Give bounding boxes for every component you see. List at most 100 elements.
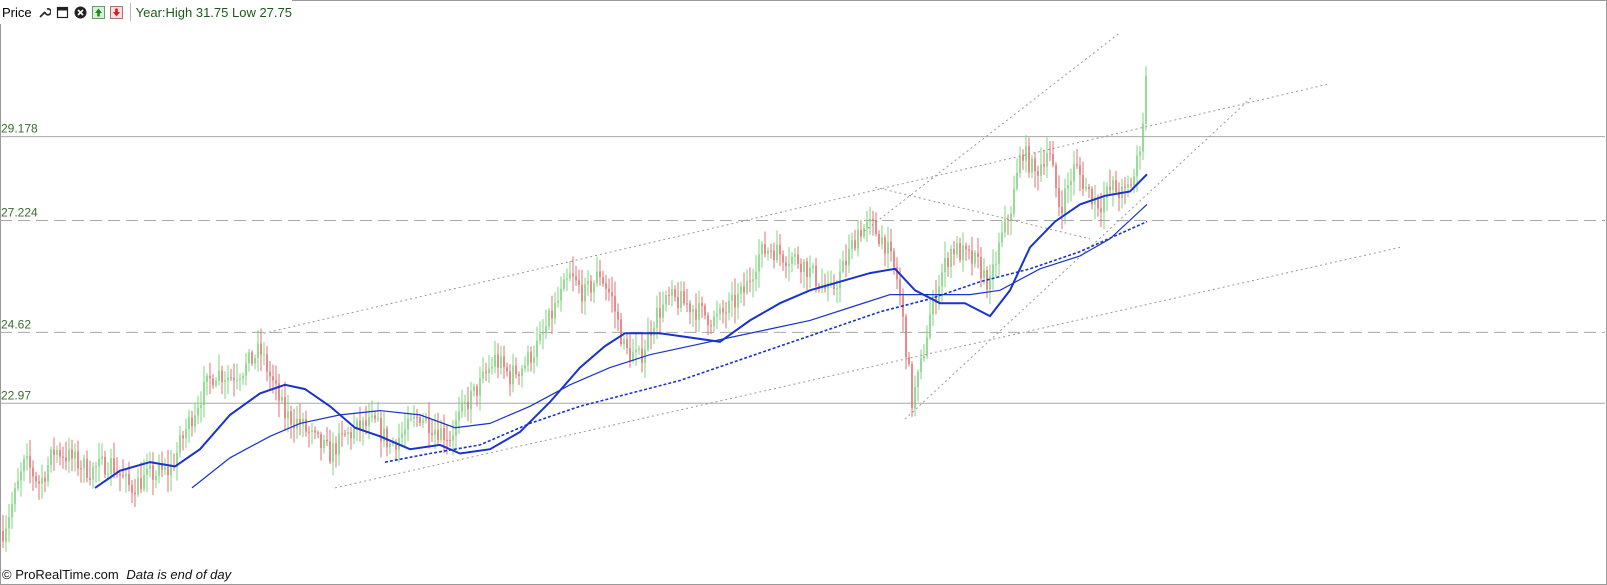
candle (377, 401, 379, 422)
candle (98, 443, 100, 482)
candle (1142, 112, 1144, 161)
candle-body (146, 468, 148, 475)
candle (383, 411, 385, 448)
toolbar-separator (129, 3, 131, 21)
candle-body (725, 312, 727, 314)
candle (929, 298, 931, 340)
candle (605, 274, 607, 301)
candle-body (845, 260, 847, 266)
chart-toolbar: Price Year:High 31.75 Low 27.75 (0, 0, 292, 24)
candle (107, 462, 109, 481)
candle-body (593, 283, 595, 293)
candle (881, 225, 883, 250)
candle-body (335, 443, 337, 455)
candle (812, 262, 814, 274)
candle-body (704, 305, 706, 316)
candle-body (422, 420, 424, 423)
candle (275, 365, 277, 401)
candle (593, 280, 595, 304)
candle (512, 353, 514, 393)
window-icon[interactable] (56, 5, 70, 19)
candle (908, 351, 910, 367)
candle-body (491, 366, 493, 369)
candle-body (869, 218, 871, 222)
candle (206, 373, 208, 396)
candle-body (104, 456, 106, 475)
candle (1016, 158, 1018, 192)
candle (185, 418, 187, 449)
candle-body (482, 371, 484, 379)
candle (692, 305, 694, 327)
candle (83, 454, 85, 483)
candle (11, 491, 13, 530)
candle-body (1004, 218, 1006, 233)
candle-body (230, 377, 232, 379)
candle-body (410, 418, 412, 420)
close-icon[interactable] (74, 5, 88, 19)
candle-body (23, 458, 25, 472)
candle-body (638, 348, 640, 350)
candle-body (947, 257, 949, 268)
candle-body (179, 435, 181, 453)
candle-body (17, 480, 19, 489)
candle (167, 449, 169, 493)
moving-average-1 (191, 203, 1148, 489)
candle (1112, 175, 1114, 207)
candle (251, 350, 253, 366)
candle-body (581, 284, 583, 302)
candle (1073, 150, 1075, 196)
candle (239, 373, 241, 391)
scroll-up-icon[interactable] (92, 5, 106, 19)
candle (278, 373, 280, 418)
candle (548, 307, 550, 331)
candle-body (203, 381, 205, 406)
candle (878, 230, 880, 247)
candle-body (839, 271, 841, 289)
candle (137, 468, 139, 497)
scroll-down-icon[interactable] (110, 5, 124, 19)
candle (770, 243, 772, 259)
candle (491, 357, 493, 375)
candle (515, 357, 517, 379)
candle-body (728, 300, 730, 313)
candle-body (686, 303, 688, 305)
candle (698, 290, 700, 333)
candle-body (353, 428, 355, 439)
candle (179, 425, 181, 458)
candle (419, 414, 421, 427)
candle (353, 414, 355, 444)
candle (101, 443, 103, 465)
candle (896, 257, 898, 290)
candle (188, 409, 190, 443)
candle-body (344, 433, 346, 435)
candle (86, 450, 88, 483)
candle-body (497, 354, 499, 368)
wrench-icon[interactable] (38, 5, 52, 19)
candle-body (134, 492, 136, 495)
candle (494, 340, 496, 374)
candle-body (1028, 146, 1030, 173)
candle (716, 300, 718, 329)
candle-body (992, 264, 994, 277)
candle-body (884, 237, 886, 254)
chart-title: Price (2, 4, 32, 20)
candle (116, 457, 118, 478)
candle (221, 365, 223, 395)
candle-body (1130, 184, 1132, 186)
candle (953, 240, 955, 266)
candle-body (239, 378, 241, 380)
level-label-0: 29.178 (1, 122, 38, 136)
candle-body (1043, 164, 1045, 167)
candle (461, 389, 463, 418)
candle-body (899, 279, 901, 296)
candle-body (383, 428, 385, 442)
candle-body (503, 356, 505, 368)
candle (776, 230, 778, 264)
candle-body (881, 237, 883, 245)
candle (1046, 137, 1048, 178)
candle (485, 362, 487, 382)
candle-body (125, 474, 127, 476)
candle-body (281, 396, 283, 401)
candle-body (542, 332, 544, 334)
